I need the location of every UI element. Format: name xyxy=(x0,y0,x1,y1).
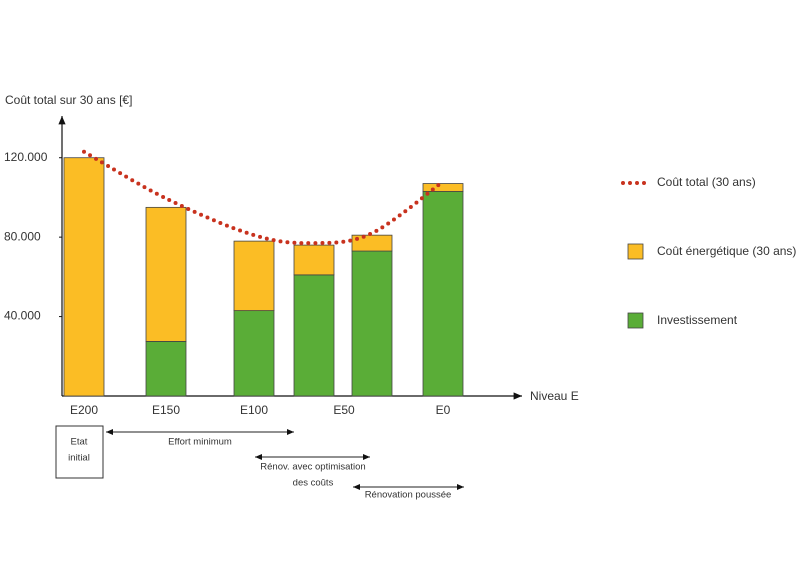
y-axis-label: Coût total sur 30 ans [€] xyxy=(5,93,132,107)
x-axis-label: Niveau E xyxy=(530,389,579,403)
annotation: des coûts xyxy=(293,478,334,489)
x-tick-label: E0 xyxy=(436,403,451,417)
etat-box xyxy=(55,425,104,479)
x-tick-label: E100 xyxy=(240,403,268,417)
total-curve xyxy=(82,149,445,246)
bar-segment xyxy=(351,234,393,252)
legend-label: Coût total (30 ans) xyxy=(657,175,756,189)
bar-segment xyxy=(293,274,335,397)
bar-segment xyxy=(233,310,275,397)
annotation: Effort minimum xyxy=(168,437,232,448)
annotation: Rénovation poussée xyxy=(365,490,452,501)
annotation: initial xyxy=(68,453,90,464)
x-tick-label: E200 xyxy=(70,403,98,417)
bar-segment xyxy=(145,340,187,397)
legend-swatch xyxy=(627,312,644,329)
legend-swatch xyxy=(627,243,644,260)
y-tick-label: 120.000 xyxy=(4,150,48,164)
bar-segment xyxy=(145,206,187,342)
x-tick-label: E150 xyxy=(152,403,180,417)
bar-segment xyxy=(63,157,105,397)
bar-segment xyxy=(422,191,464,397)
bar-segment xyxy=(351,250,393,397)
bar-segment xyxy=(233,240,275,312)
annotation: Etat xyxy=(71,437,88,448)
bar-segment xyxy=(293,244,335,276)
y-tick-label: 80.000 xyxy=(4,229,41,243)
legend-label: Coût énergétique (30 ans) xyxy=(657,244,796,258)
legend-label: Investissement xyxy=(657,313,738,327)
x-tick-label: E50 xyxy=(333,403,355,417)
annotation: Rénov. avec optimisation xyxy=(260,462,365,473)
bar-segment xyxy=(422,183,464,192)
y-tick-label: 40.000 xyxy=(4,309,41,323)
